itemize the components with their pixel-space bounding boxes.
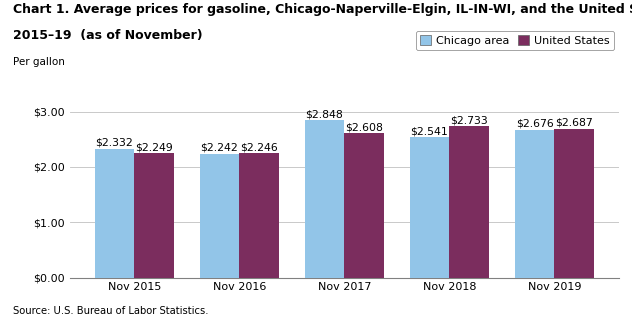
Text: $2.246: $2.246 <box>241 142 278 152</box>
Bar <box>95 149 135 278</box>
Text: 2015–19  (as of November): 2015–19 (as of November) <box>13 29 202 42</box>
Bar <box>344 133 384 278</box>
Bar <box>240 153 279 278</box>
Bar <box>135 153 174 278</box>
Text: $2.733: $2.733 <box>451 115 489 125</box>
Bar <box>305 120 344 278</box>
Text: $2.249: $2.249 <box>135 142 173 152</box>
Bar <box>554 129 594 278</box>
Bar <box>514 130 554 278</box>
Text: $2.848: $2.848 <box>306 109 343 119</box>
Text: Per gallon: Per gallon <box>13 57 64 67</box>
Text: $2.608: $2.608 <box>346 122 384 132</box>
Text: Chart 1. Average prices for gasoline, Chicago-Naperville-Elgin, IL-IN-WI, and th: Chart 1. Average prices for gasoline, Ch… <box>13 3 632 16</box>
Bar <box>410 137 449 278</box>
Text: Source: U.S. Bureau of Labor Statistics.: Source: U.S. Bureau of Labor Statistics. <box>13 306 208 316</box>
Bar <box>200 153 240 278</box>
Text: $2.541: $2.541 <box>411 126 448 136</box>
Text: $2.687: $2.687 <box>556 118 593 128</box>
Text: $2.242: $2.242 <box>200 143 238 152</box>
Text: $2.332: $2.332 <box>95 137 133 148</box>
Legend: Chicago area, United States: Chicago area, United States <box>416 31 614 50</box>
Text: $2.676: $2.676 <box>516 119 554 129</box>
Bar <box>449 126 489 278</box>
